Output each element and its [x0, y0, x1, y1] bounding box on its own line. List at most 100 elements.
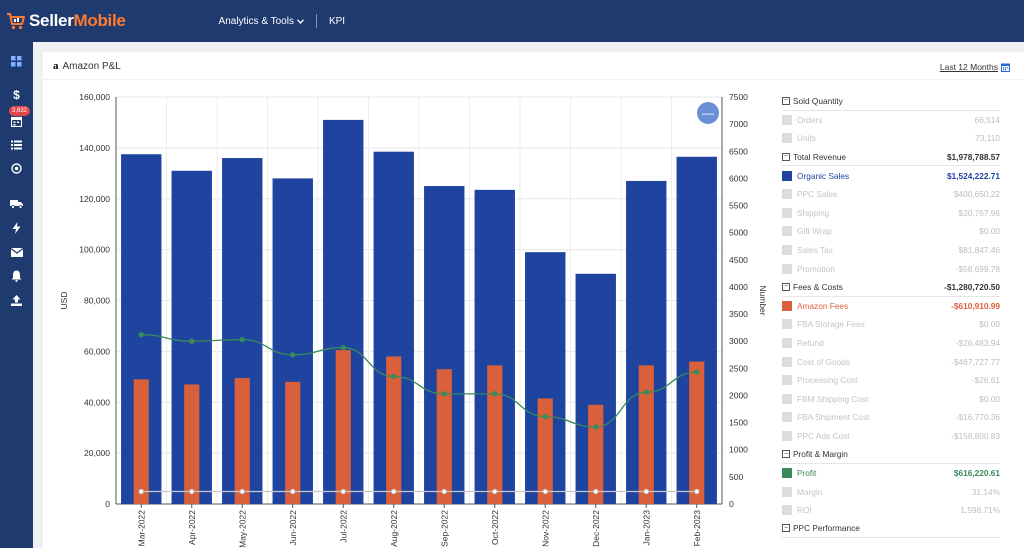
series-color-checkbox[interactable]	[782, 133, 792, 144]
logo-prefix: Seller	[29, 11, 74, 30]
nav-kpi[interactable]: KPI	[329, 16, 345, 27]
metric-row[interactable]: Organic Sales $1,524,222.71	[782, 166, 1000, 185]
series-color-checkbox[interactable]	[782, 114, 792, 125]
y-tick-label: 100,000	[79, 245, 110, 255]
collapse-toggle-icon[interactable]: −	[782, 450, 790, 459]
x-tick-label: Sep-2022	[439, 510, 449, 547]
series-color-checkbox[interactable]	[782, 170, 792, 181]
series-color-checkbox[interactable]	[782, 207, 792, 218]
collapse-toggle-icon[interactable]: −	[782, 152, 790, 161]
x-tick-label: Feb-2023	[692, 510, 702, 547]
mail-icon[interactable]	[8, 245, 25, 259]
series-color-checkbox[interactable]	[782, 393, 792, 404]
bolt-icon[interactable]	[8, 221, 25, 235]
bar-amazon-fees	[234, 378, 250, 504]
x-tick-label: Oct-2022	[490, 510, 500, 545]
metric-row[interactable]: Profit $616,220.61	[782, 464, 1000, 483]
line-point-baseline	[340, 488, 346, 495]
series-color-checkbox[interactable]	[782, 486, 792, 497]
metric-row[interactable]: Shipping $30,767.96	[782, 204, 1000, 223]
series-color-checkbox[interactable]	[782, 356, 792, 367]
metric-row[interactable]: PPC Ads Cost -$158,800.83	[782, 427, 1000, 446]
logo-suffix: Mobile	[73, 11, 126, 30]
bar-amazon-fees	[537, 398, 553, 504]
y2-tick-label: 7000	[729, 119, 748, 129]
truck-icon[interactable]	[8, 197, 25, 211]
metric-row[interactable]: Promotion -$58,699.78	[782, 259, 1000, 278]
metric-label: Processing Cost	[797, 375, 858, 386]
metric-label: Units	[797, 133, 816, 144]
metric-label: Sold Quantity	[793, 95, 843, 106]
metric-value: -$26.61	[971, 375, 1000, 386]
metric-label: Promotion	[797, 263, 835, 274]
series-color-checkbox[interactable]	[782, 263, 792, 274]
line-point-profit	[138, 331, 144, 338]
metric-value: $400,650.22	[953, 189, 1000, 200]
nav-divider	[315, 14, 317, 28]
metric-row[interactable]: Processing Cost -$26.61	[782, 371, 1000, 390]
series-color-checkbox[interactable]	[782, 430, 792, 441]
line-point-baseline	[138, 488, 144, 495]
series-color-checkbox[interactable]	[782, 375, 792, 386]
metric-row[interactable]: Refund -$26,483.94	[782, 334, 1000, 353]
metric-row[interactable]: PPC Sales $400,650.22	[782, 185, 1000, 204]
series-color-checkbox[interactable]	[782, 189, 792, 200]
metric-value: -$610,910.99	[951, 300, 1000, 311]
metric-section-header[interactable]: − Profit & Margin	[782, 445, 1000, 464]
metric-row[interactable]: Amazon Fees -$610,910.99	[782, 297, 1000, 316]
calendar-icon[interactable]	[8, 114, 25, 128]
metric-row[interactable]: Sales Tax $81,847.46	[782, 241, 1000, 260]
metric-section-header[interactable]: − PPC Performance	[782, 520, 1000, 539]
y2-tick-label: 1000	[729, 445, 748, 455]
collapse-toggle-icon[interactable]: −	[782, 96, 790, 105]
metric-row[interactable]: ROI 1,598.71%	[782, 501, 1000, 520]
calendar-icon	[1001, 63, 1010, 72]
app-logo[interactable]: SellerMobile	[6, 0, 126, 42]
line-point-baseline	[542, 488, 548, 495]
y2-tick-label: 1500	[729, 418, 748, 428]
dashboard-icon[interactable]	[8, 54, 25, 68]
collapse-toggle-icon[interactable]: −	[782, 524, 790, 533]
metric-row[interactable]: Orders 66,514	[782, 111, 1000, 130]
y2-tick-label: 2500	[729, 363, 748, 373]
metric-value: 73,110	[975, 133, 1000, 144]
metric-section-header[interactable]: − Sold Quantity	[782, 92, 1000, 111]
metric-row[interactable]: Margin 31.14%	[782, 482, 1000, 501]
series-color-checkbox[interactable]	[782, 468, 792, 479]
series-color-checkbox[interactable]	[782, 300, 792, 311]
metric-row[interactable]: FBA Shipment Cost -$16,770.36	[782, 408, 1000, 427]
list-icon[interactable]	[8, 138, 25, 152]
series-color-checkbox[interactable]	[782, 245, 792, 256]
y2-tick-label: 6500	[729, 146, 748, 156]
nav-analytics-tools[interactable]: Analytics & Tools	[219, 16, 304, 27]
series-color-checkbox[interactable]	[782, 319, 792, 330]
series-color-checkbox[interactable]	[782, 338, 792, 349]
notification-badge: 3,632	[9, 106, 31, 116]
metric-value: $0.00	[979, 393, 1000, 404]
metric-row[interactable]: Gift Wrap $0.00	[782, 222, 1000, 241]
bar-amazon-fees	[689, 361, 705, 504]
dollar-icon[interactable]: $	[13, 88, 20, 102]
date-range-picker[interactable]: Last 12 Months	[940, 62, 1010, 72]
series-color-checkbox[interactable]	[782, 505, 792, 516]
metric-row[interactable]: Cost of Goods -$467,727.77	[782, 352, 1000, 371]
x-tick-label: Mar-2022	[136, 510, 146, 547]
bell-icon[interactable]	[8, 269, 25, 283]
series-color-checkbox[interactable]	[782, 226, 792, 237]
metric-value: -$58,699.78	[955, 263, 1000, 274]
line-point-baseline	[441, 488, 447, 495]
metric-row[interactable]: Units 73,110	[782, 129, 1000, 148]
metric-row[interactable]: FBA Storage Fees $0.00	[782, 315, 1000, 334]
upload-icon[interactable]	[8, 293, 25, 307]
metric-section-header[interactable]: − Total Revenue $1,978,788.57	[782, 148, 1000, 167]
series-color-checkbox[interactable]	[782, 412, 792, 423]
x-tick-label: Nov-2022	[540, 510, 550, 547]
metric-label: Organic Sales	[797, 170, 850, 181]
date-range-label: Last 12 Months	[939, 62, 998, 72]
target-icon[interactable]	[8, 161, 25, 175]
chart-collapse-button[interactable]: —	[697, 102, 719, 124]
metric-section-header[interactable]: − Fees & Costs -$1,280,720.50	[782, 278, 1000, 297]
collapse-toggle-icon[interactable]: −	[782, 282, 790, 291]
metric-row[interactable]: FBM Shipping Cost $0.00	[782, 390, 1000, 409]
